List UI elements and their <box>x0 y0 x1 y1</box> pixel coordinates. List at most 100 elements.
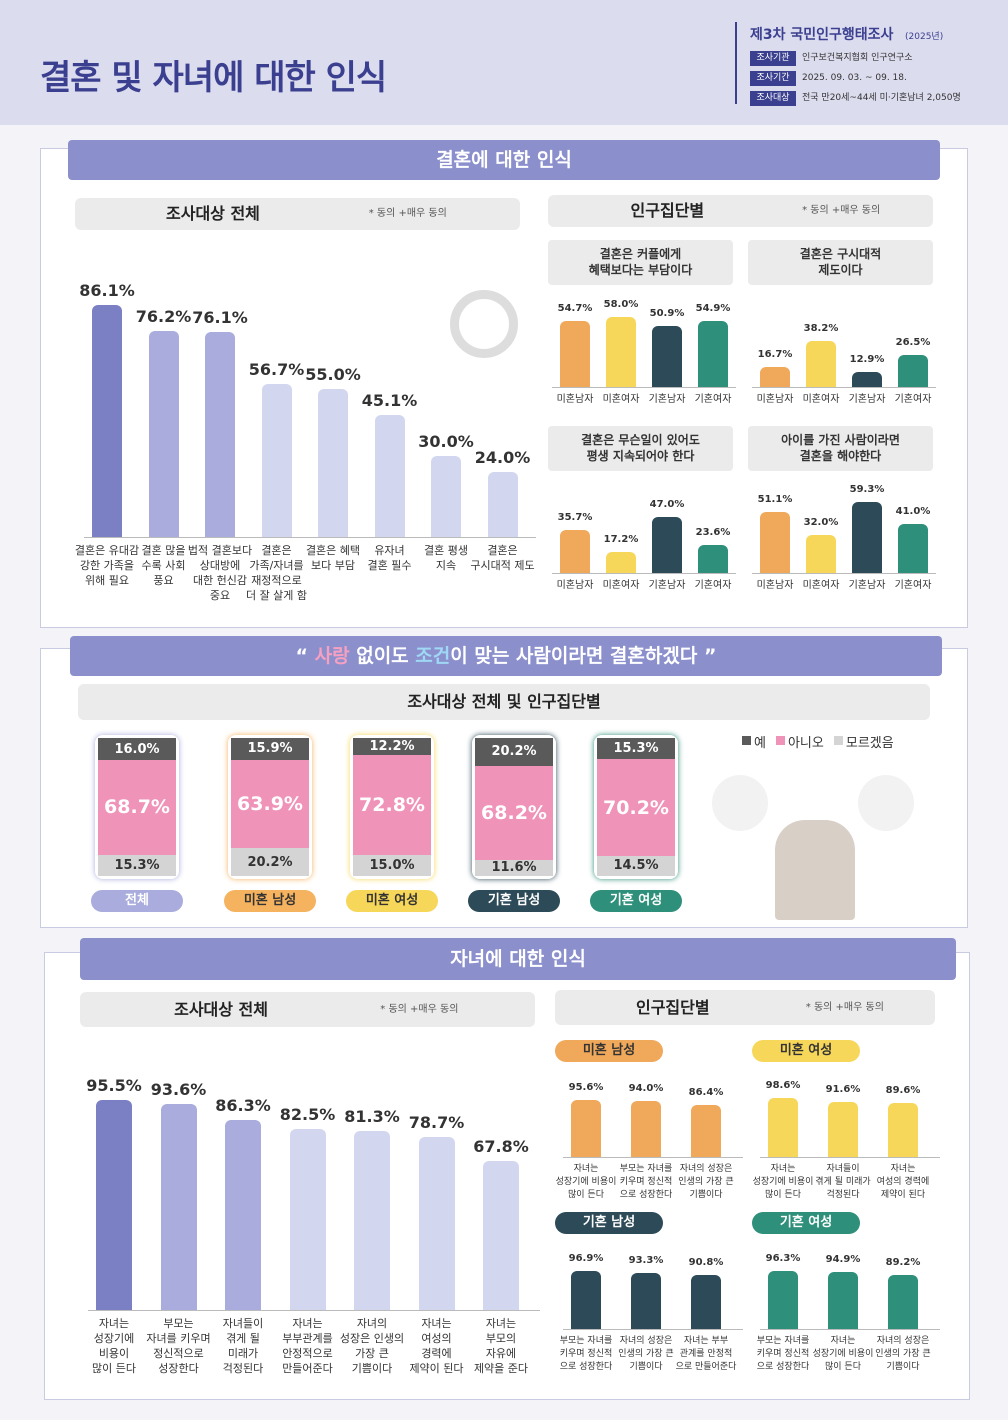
bar <box>852 371 882 387</box>
value-label: 23.6% <box>695 526 731 538</box>
value-label: 86.3% <box>215 1096 271 1116</box>
survey-label: 조사기관 <box>750 51 796 66</box>
category-pill: 전체 <box>91 890 183 912</box>
value-label: 20.2% <box>491 744 537 760</box>
value-label: 86.4% <box>688 1087 724 1099</box>
panel-note: * 동의 +매우 동의 <box>380 1004 459 1015</box>
section-title: 결혼에 대한 인식 <box>68 140 940 180</box>
bar <box>483 1160 519 1310</box>
panel-title: 조사대상 전체 및 인구집단별 <box>407 692 601 711</box>
bar <box>261 383 292 537</box>
value-label: 89.6% <box>885 1085 921 1097</box>
value-label: 58.0% <box>603 299 639 311</box>
bar <box>318 388 348 537</box>
ring-icon <box>450 290 518 358</box>
category-label: 유자녀 결혼 필수 <box>367 544 412 572</box>
group-pill: 미혼 남성 <box>555 1040 663 1062</box>
bar-segment: 11.6% <box>475 859 553 876</box>
value-label: 15.0% <box>369 858 415 874</box>
bar <box>691 1105 721 1157</box>
house-bubble <box>858 775 914 831</box>
survey-value: 전국 만20세~44세 미·기혼남녀 2,050명 <box>802 93 961 103</box>
survey-value: 2025. 09. 03. ~ 09. 18. <box>802 73 907 83</box>
bar-segment: 20.2% <box>231 848 309 876</box>
value-label: 41.0% <box>895 505 931 517</box>
survey-value: 인구보건복지협회 인구연구소 <box>802 53 913 63</box>
category-label: 미혼여자 <box>802 580 840 591</box>
value-label: 96.9% <box>568 1252 604 1264</box>
value-label: 96.3% <box>765 1253 801 1265</box>
value-label: 95.5% <box>86 1075 142 1095</box>
bar <box>487 472 518 537</box>
bar <box>806 534 836 573</box>
group-pill: 기혼 여성 <box>752 1212 860 1234</box>
bar-segment: 68.7% <box>98 760 176 855</box>
panel-title: 인구집단별 <box>635 998 710 1017</box>
title-part: 조건 <box>415 645 451 667</box>
category-pill: 기혼 남성 <box>468 890 560 912</box>
bar <box>160 1104 197 1310</box>
category-label: 부모는 자녀를 키우며 정신적으로 성장한다 <box>146 1317 211 1375</box>
value-label: 76.2% <box>135 307 192 327</box>
survey-label: 조사기간 <box>750 71 796 86</box>
value-label: 93.6% <box>150 1080 207 1100</box>
category-label: 결혼 많을 수록 사회 풍요 <box>141 544 186 587</box>
baseline <box>563 1157 743 1158</box>
category-label: 자녀의 성장은 인생의 가장 큰 기쁨이다 <box>678 1164 734 1200</box>
baseline <box>84 537 536 538</box>
value-label: 26.5% <box>895 337 931 349</box>
main-title: 결혼 및 자녀에 대한 인식 <box>40 58 387 98</box>
baseline <box>752 573 936 574</box>
category-label: 자녀는 여성의 경력에 제약이 된다 <box>409 1317 464 1375</box>
panel-header <box>75 198 520 230</box>
title-part: 이 맞는 사람이라면 결혼하겠다 <box>450 645 698 667</box>
category-label: 자녀는 성장기에 비용이 많이 든다 <box>92 1317 136 1375</box>
category-label: 자녀의 성장은 인생의 가장 큰 기쁨이다 <box>618 1336 674 1372</box>
category-label: 자녀는 성장기에 비용이 많이 든다 <box>752 1164 814 1200</box>
value-label: 16.0% <box>114 741 160 757</box>
bar-segment: 15.0% <box>353 855 431 876</box>
value-label: 15.3% <box>613 741 659 757</box>
category-label: 미혼여자 <box>602 394 640 405</box>
category-label: 자녀들이 겪게 될 미래가 걱정된다 <box>815 1164 871 1200</box>
category-pill: 미혼 여성 <box>346 890 438 912</box>
panel-header <box>555 990 935 1025</box>
baseline <box>563 1329 743 1330</box>
panel-title: 조사대상 전체 <box>174 1000 268 1019</box>
category-label: 부모는 자녀를 키우며 정신적 으로 성장한다 <box>756 1336 810 1372</box>
header-band <box>0 0 1008 125</box>
value-label: 67.8% <box>473 1136 529 1156</box>
value-label: 55.0% <box>305 364 361 384</box>
category-label: 부모는 자녀를 키우며 정신적 으로 성장한다 <box>619 1164 673 1200</box>
value-label: 54.9% <box>695 303 731 315</box>
value-label: 24.0% <box>474 448 531 468</box>
value-label: 93.3% <box>628 1255 664 1267</box>
bar-segment: 15.3% <box>597 738 675 760</box>
bar <box>418 1136 455 1310</box>
panel-note: * 동의 +매우 동의 <box>805 1002 884 1013</box>
value-label: 30.0% <box>418 432 474 451</box>
bar <box>698 321 728 387</box>
category-label: 기혼남자 <box>648 580 686 591</box>
section-title: “ 사랑 없이도 조건이 맞는 사람이라면 결혼하겠다 ” <box>70 636 942 676</box>
title-part: 사랑 <box>314 645 350 667</box>
bar <box>652 516 682 573</box>
bar <box>888 1275 918 1329</box>
category-label: 미혼남자 <box>756 580 794 591</box>
value-label: 14.5% <box>613 858 659 874</box>
bar <box>225 1120 261 1310</box>
value-label: 35.7% <box>557 512 593 524</box>
survey-year: (2025년) <box>905 32 944 42</box>
baseline <box>552 573 736 574</box>
bar <box>148 331 179 537</box>
category-label: 법적 결혼보다 상대방에 대한 헌신감 중요 <box>187 544 253 602</box>
category-label: 기혼여자 <box>694 580 732 591</box>
title-part: “ <box>295 645 315 667</box>
bar <box>898 355 928 387</box>
mini-title: 결혼은 구시대적 제도이다 <box>748 240 933 285</box>
value-label: 70.2% <box>603 796 669 819</box>
category-label: 자녀는 성장기에 비용이 많이 든다 <box>555 1164 617 1200</box>
category-pill: 미혼 남성 <box>224 890 316 912</box>
bar <box>760 511 790 573</box>
category-label: 미혼여자 <box>602 580 640 591</box>
